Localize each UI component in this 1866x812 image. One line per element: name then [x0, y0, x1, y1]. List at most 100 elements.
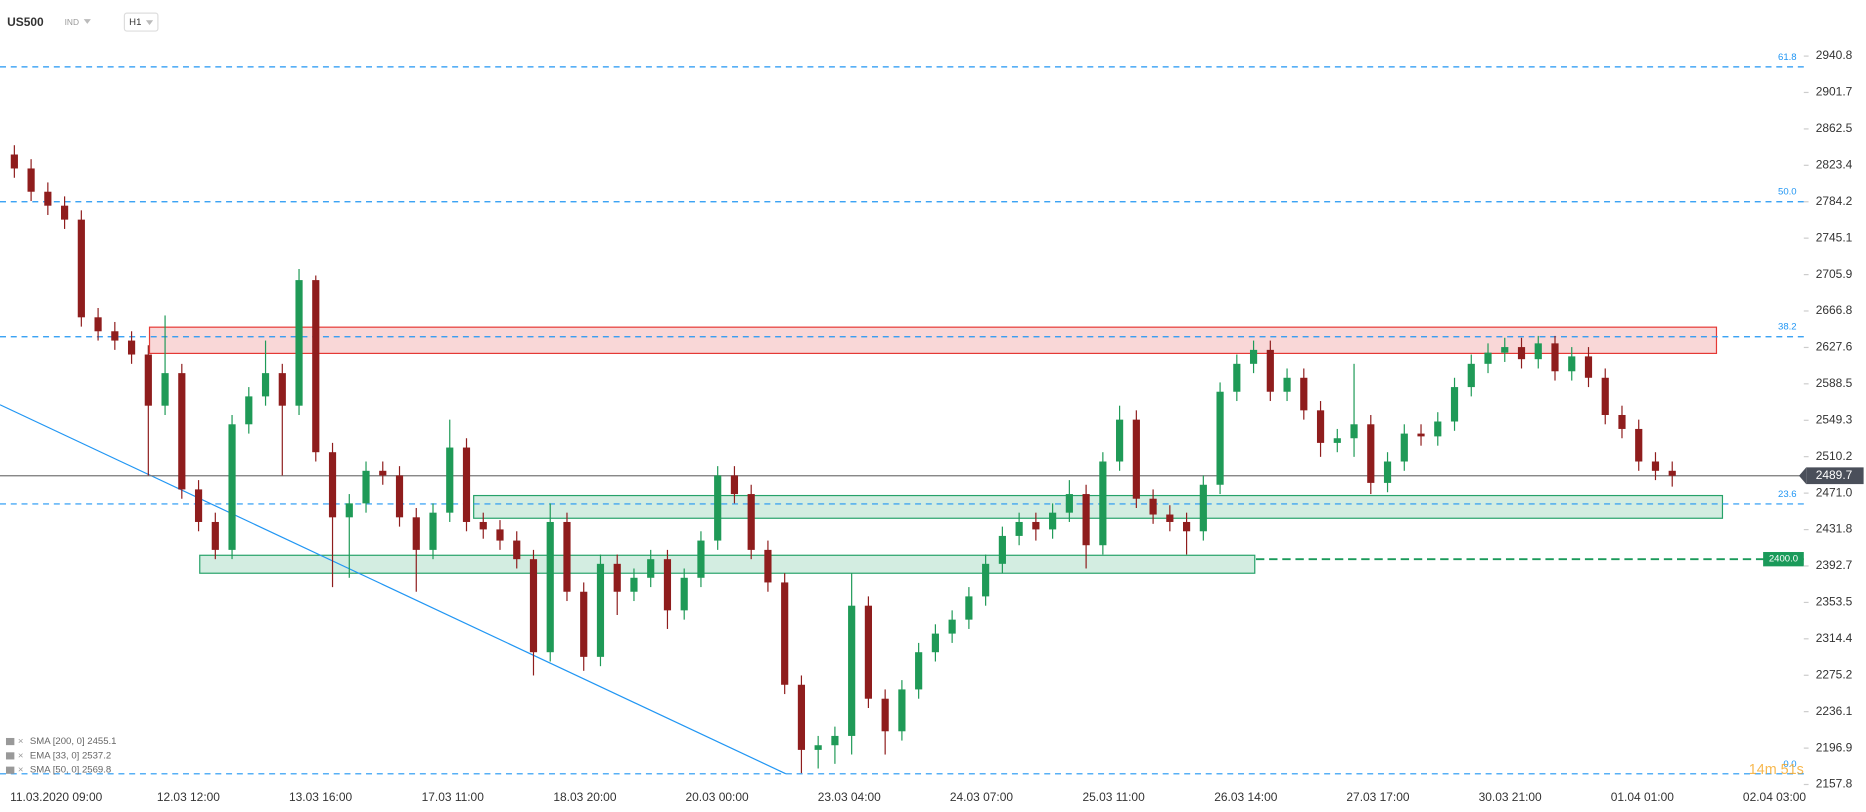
candle-body	[1434, 421, 1442, 437]
candle-body	[747, 494, 755, 550]
x-tick-label: 17.03 11:00	[422, 790, 485, 804]
candle-body	[1635, 428, 1643, 462]
indicator-close: ×	[18, 765, 24, 776]
candle	[613, 554, 621, 615]
candle-body	[379, 470, 387, 476]
y-tick-label: 2784.2	[1816, 194, 1853, 208]
candle-body	[61, 205, 69, 220]
candle	[630, 568, 638, 602]
candle	[764, 540, 772, 592]
candle-body	[261, 373, 270, 397]
candle-body	[161, 373, 169, 406]
candle-body	[1182, 521, 1191, 532]
candle-body	[312, 280, 320, 453]
candle-body	[1300, 377, 1308, 411]
candle	[1199, 475, 1207, 541]
candle-body	[864, 605, 872, 699]
support-label-box	[1763, 552, 1804, 567]
candle-body	[245, 396, 253, 425]
candle-body	[965, 596, 973, 620]
candle-body	[998, 535, 1006, 564]
x-tick-label: 23.03 04:00	[818, 790, 881, 804]
candle	[211, 512, 219, 560]
candle	[161, 315, 169, 415]
x-tick-label: 24.03 07:00	[950, 790, 1013, 804]
candle-body	[1082, 494, 1090, 546]
candle	[1584, 347, 1593, 388]
candle	[1116, 405, 1124, 471]
indicator-label: SMA [50, 0] 2569.8	[30, 765, 111, 776]
candle-body	[278, 373, 286, 406]
y-tick-label: 2510.2	[1816, 449, 1853, 463]
y-tick-label: 2549.3	[1816, 412, 1853, 426]
candle	[94, 308, 102, 341]
candle	[1333, 428, 1341, 453]
y-tick-label: 2196.9	[1816, 740, 1853, 754]
candle-body	[1065, 494, 1073, 513]
timeframe-selector[interactable]	[123, 12, 159, 32]
candle-body	[446, 447, 454, 513]
indicator-label: EMA [33, 0] 2537.2	[30, 750, 111, 761]
candle	[61, 196, 69, 229]
candle-body	[1501, 347, 1509, 353]
y-tick-label: 2705.9	[1816, 267, 1853, 281]
candle	[998, 526, 1006, 574]
candle	[345, 494, 353, 578]
candle-body	[1668, 470, 1676, 476]
candle-body	[1049, 512, 1057, 530]
candle-body	[1266, 349, 1274, 392]
candle-body	[1350, 424, 1358, 439]
y-tick-label: 2862.5	[1816, 121, 1853, 135]
candle-body	[1149, 498, 1157, 515]
indicator-icon	[5, 737, 15, 746]
candle-body	[1417, 433, 1425, 437]
last-price-label: 2489.7	[1816, 468, 1853, 482]
candle-body	[111, 331, 119, 341]
candle-body	[1551, 343, 1559, 372]
candle	[1216, 382, 1224, 495]
candle	[1166, 505, 1174, 532]
candle-body	[412, 517, 420, 550]
candle	[1383, 452, 1392, 493]
timeframe[interactable]: H1	[129, 17, 141, 28]
fib-label: 50.0	[1778, 187, 1797, 198]
candle	[848, 573, 856, 755]
candle	[1601, 368, 1609, 425]
candle-body	[395, 475, 404, 518]
candle-body	[1116, 419, 1124, 462]
candle	[1450, 377, 1459, 431]
candle-body	[630, 577, 638, 592]
candle	[898, 680, 906, 741]
support-label: 2400.0	[1769, 554, 1798, 565]
trend-line	[0, 404, 787, 775]
dropdown-arrow[interactable]	[145, 20, 154, 26]
candle	[781, 573, 789, 695]
dropdown-arrow[interactable]	[83, 19, 91, 24]
symbol[interactable]: US500	[7, 15, 44, 29]
candle-body	[982, 563, 990, 597]
candle	[1233, 354, 1241, 402]
fib-label: 0.0	[1783, 759, 1796, 770]
candle	[1015, 512, 1023, 546]
indicator-close: ×	[18, 750, 24, 761]
x-tick-label: 20.03 00:00	[686, 790, 749, 804]
x-tick-label: 12.03 12:00	[157, 790, 220, 804]
candle-body	[1601, 377, 1609, 415]
candle-body	[1568, 356, 1576, 372]
candle-body	[429, 512, 437, 550]
indicator-icon	[5, 766, 15, 774]
candle	[1049, 503, 1057, 539]
candle	[245, 387, 253, 434]
indicator-close: ×	[18, 736, 24, 747]
candle	[1350, 363, 1358, 457]
candle	[931, 624, 939, 662]
candle	[395, 466, 404, 527]
candle-body	[127, 340, 136, 355]
candle	[261, 340, 270, 406]
y-tick-label: 2940.8	[1816, 48, 1853, 62]
candle	[730, 466, 739, 504]
candle-body	[44, 191, 52, 206]
candle	[1182, 512, 1191, 555]
candle-body	[1517, 347, 1526, 360]
